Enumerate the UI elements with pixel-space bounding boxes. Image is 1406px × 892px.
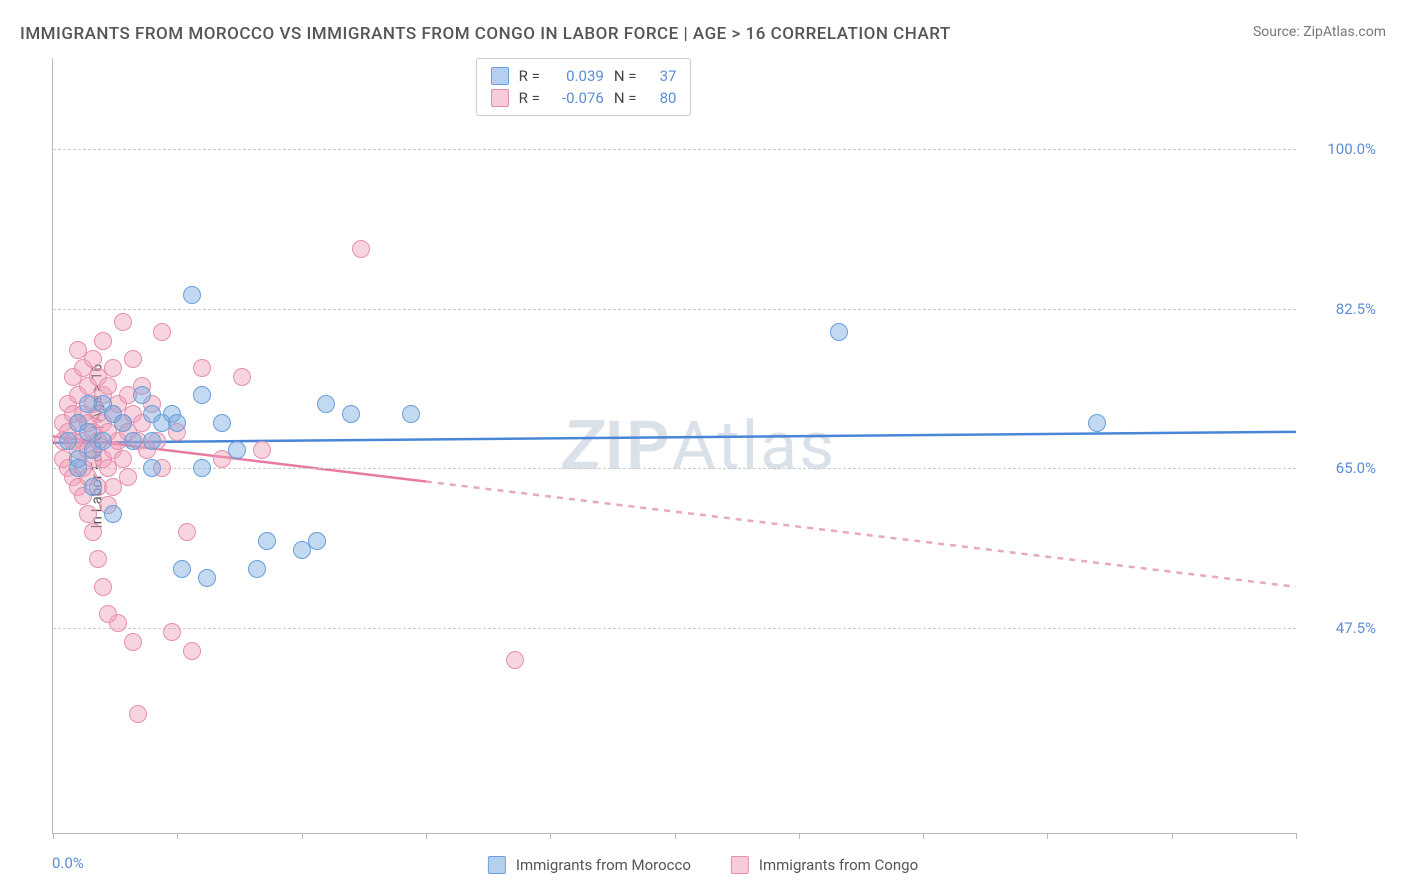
data-point	[59, 432, 77, 450]
data-point	[89, 550, 107, 568]
x-max-label: 25.0%	[1396, 854, 1406, 872]
legend-item-morocco: Immigrants from Morocco	[488, 856, 691, 874]
data-point	[133, 386, 151, 404]
swatch-congo-icon	[731, 856, 749, 874]
data-point	[213, 414, 231, 432]
legend-item-congo: Immigrants from Congo	[731, 856, 918, 874]
data-point	[119, 468, 137, 486]
x-min-label: 0.0%	[52, 854, 84, 872]
y-tick-label: 47.5%	[1306, 619, 1376, 637]
data-point	[99, 605, 117, 623]
chart-title: IMMIGRANTS FROM MOROCCO VS IMMIGRANTS FR…	[20, 24, 951, 44]
data-point	[168, 414, 186, 432]
data-point	[506, 651, 524, 669]
data-point	[198, 569, 216, 587]
swatch-morocco-icon	[488, 856, 506, 874]
data-point	[258, 532, 276, 550]
data-point	[173, 560, 191, 578]
data-point	[193, 459, 211, 477]
swatch-congo	[491, 89, 509, 107]
source-link[interactable]: ZipAtlas.com	[1303, 24, 1386, 40]
x-tick	[550, 833, 551, 839]
data-point	[104, 359, 122, 377]
data-point	[143, 459, 161, 477]
gridline	[53, 628, 1296, 629]
data-point	[84, 478, 102, 496]
x-tick	[799, 833, 800, 839]
data-point	[94, 578, 112, 596]
stats-row-b: R = -0.076 N = 80	[491, 87, 677, 109]
data-point	[84, 523, 102, 541]
data-point	[178, 523, 196, 541]
data-point	[253, 441, 271, 459]
data-point	[129, 705, 147, 723]
legend: Immigrants from Morocco Immigrants from …	[488, 856, 918, 874]
data-point	[228, 441, 246, 459]
y-tick-label: 100.0%	[1306, 140, 1376, 158]
data-point	[183, 642, 201, 660]
y-tick-label: 65.0%	[1306, 459, 1376, 477]
data-point	[69, 459, 87, 477]
data-point	[830, 323, 848, 341]
x-tick	[1047, 833, 1048, 839]
stats-row-a: R = 0.039 N = 37	[491, 65, 677, 87]
gridline	[53, 149, 1296, 150]
data-point	[94, 332, 112, 350]
data-point	[79, 505, 97, 523]
data-point	[1088, 414, 1106, 432]
data-point	[193, 359, 211, 377]
data-point	[84, 350, 102, 368]
chart-area: In Labor Force | Age > 16 R = 0.039 N = …	[52, 58, 1386, 834]
data-point	[352, 240, 370, 258]
data-point	[183, 286, 201, 304]
watermark: ZIPAtlas	[562, 406, 836, 486]
data-point	[308, 532, 326, 550]
x-tick	[675, 833, 676, 839]
correlation-stats: R = 0.039 N = 37 R = -0.076 N = 80	[476, 58, 692, 116]
data-point	[342, 405, 360, 423]
data-point	[193, 386, 211, 404]
data-point	[124, 350, 142, 368]
plot-area: R = 0.039 N = 37 R = -0.076 N = 80 ZIPAt…	[52, 58, 1296, 834]
data-point	[248, 560, 266, 578]
x-tick	[1172, 833, 1173, 839]
data-point	[94, 432, 112, 450]
data-point	[143, 432, 161, 450]
data-point	[153, 323, 171, 341]
gridline	[53, 468, 1296, 469]
gridline	[53, 309, 1296, 310]
data-point	[317, 395, 335, 413]
data-point	[99, 377, 117, 395]
data-point	[114, 313, 132, 331]
x-tick	[53, 833, 54, 839]
data-point	[124, 432, 142, 450]
x-tick	[177, 833, 178, 839]
data-point	[114, 414, 132, 432]
x-tick	[1296, 833, 1297, 839]
data-point	[233, 368, 251, 386]
data-point	[104, 505, 122, 523]
x-tick	[923, 833, 924, 839]
data-point	[402, 405, 420, 423]
data-point	[114, 450, 132, 468]
swatch-morocco	[491, 67, 509, 85]
source-label: Source: ZipAtlas.com	[1253, 24, 1386, 40]
x-tick	[302, 833, 303, 839]
y-tick-label: 82.5%	[1306, 300, 1376, 318]
data-point	[163, 623, 181, 641]
x-tick	[426, 833, 427, 839]
data-point	[124, 633, 142, 651]
